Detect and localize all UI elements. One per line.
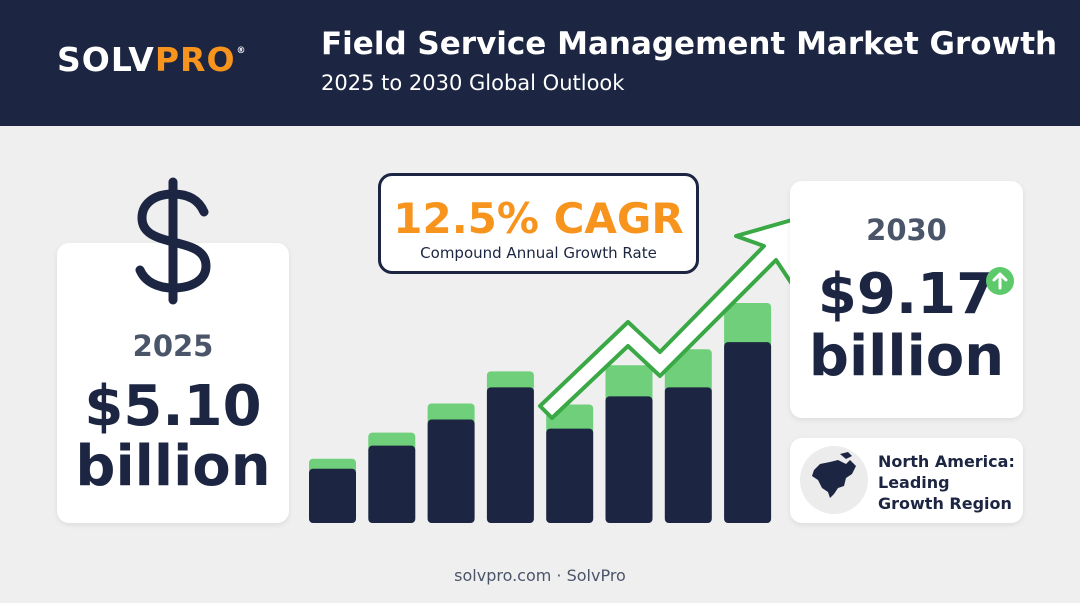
header-bar: SOLVPRO® Field Service Management Market…: [0, 0, 1080, 126]
footer-credit[interactable]: solvpro.com · SolvPro: [454, 566, 626, 585]
logo-text-pro: PRO: [154, 40, 236, 79]
bar-base-segment: [309, 468, 356, 523]
year-2025-label: 2025: [132, 329, 214, 363]
amount-2025-unit: billion: [75, 434, 271, 499]
bar-growth-segment: [605, 365, 653, 403]
card-2030: 2030 $9.17 billion: [790, 181, 1023, 418]
page-subtitle: 2025 to 2030 Global Outlook: [321, 71, 625, 95]
bar-growth-segment: [724, 303, 772, 349]
bar-base-segment: [368, 445, 416, 523]
logo-text-solv: SOLV: [57, 40, 155, 79]
bar-base-segment: [427, 419, 475, 523]
page-title: Field Service Management Market Growth: [321, 26, 1058, 62]
cagr-value: 12.5% CAGR: [393, 194, 684, 243]
bar-base-segment: [724, 342, 772, 523]
arrow-up-icon: [986, 267, 1014, 295]
region-label: North America: Leading Growth Region: [878, 452, 1015, 513]
logo-registered-mark: ®: [236, 46, 247, 56]
amount-2030-unit: billion: [808, 324, 1005, 389]
bar-base-segment: [664, 387, 712, 523]
solvpro-logo[interactable]: SOLVPRO®: [57, 40, 247, 79]
bar-base-segment: [546, 428, 594, 523]
bar-base-segment: [605, 396, 653, 523]
year-2030-label: 2030: [866, 213, 947, 247]
north-america-map-icon: [800, 446, 868, 514]
bar-base-segment: [486, 387, 534, 523]
cagr-callout: 12.5% CAGR Compound Annual Growth Rate: [378, 173, 699, 274]
cagr-label: Compound Annual Growth Rate: [420, 244, 657, 262]
amount-2030-value: $9.17: [817, 262, 996, 327]
dollar-sign-icon: [135, 177, 211, 305]
amount-2025-value: $5.10: [84, 374, 262, 439]
